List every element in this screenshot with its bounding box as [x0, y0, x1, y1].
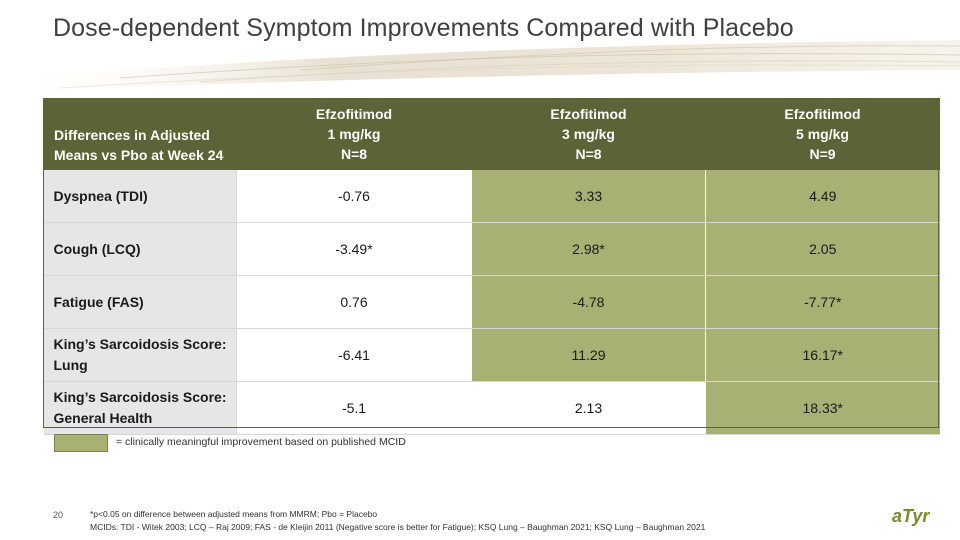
row-label: Cough (LCQ)	[43, 222, 237, 276]
corner-header-line1: Differences in Adjusted	[54, 127, 210, 143]
table-cell: -5.1	[236, 381, 472, 435]
table-cell: 0.76	[236, 275, 472, 329]
column-header-n: N=8	[340, 146, 368, 162]
column-header-drug: Efzofitimod	[550, 106, 627, 122]
column-header-drug: Efzofitimod	[784, 106, 861, 122]
table-cell: -3.49*	[236, 222, 472, 276]
table-cell: 2.13	[471, 381, 706, 435]
row-label: King’s Sarcoidosis Score: General Health	[43, 381, 237, 435]
footnote-line: *p<0.05 on difference between adjusted m…	[90, 509, 378, 519]
legend-text: = clinically meaningful improvement base…	[116, 436, 406, 448]
table-cell-highlighted: 4.49	[705, 169, 940, 223]
table-cell-highlighted: 16.17*	[705, 328, 940, 382]
table-cell-highlighted: 2.05	[705, 222, 940, 276]
column-header-drug: Efzofitimod	[315, 106, 393, 122]
table-cell: -6.41	[236, 328, 472, 382]
column-header-n: N=9	[809, 146, 836, 162]
table-row: King’s Sarcoidosis Score: General Health…	[43, 381, 940, 435]
table-cell-highlighted: -4.78	[471, 275, 706, 329]
legend-swatch	[54, 434, 108, 452]
column-header-n: N=8	[575, 146, 602, 162]
page-number: 20	[53, 510, 64, 520]
table-cell-highlighted: 11.29	[471, 328, 706, 382]
column-header-5mg: Efzofitimod 5 mg/kg N=9	[705, 98, 940, 170]
table-cell: -0.76	[236, 169, 472, 223]
column-header-3mg: Efzofitimod 3 mg/kg N=8	[471, 98, 706, 170]
table-cell-highlighted: 3.33	[471, 169, 706, 223]
footnote-line: MCIDs: TDI - Witek 2003; LCQ – Raj 2009;…	[90, 522, 706, 532]
corner-header: Differences in Adjusted Means vs Pbo at …	[43, 98, 237, 170]
table-row: Dyspnea (TDI) -0.76 3.33 4.49	[43, 169, 940, 223]
row-label: King’s Sarcoidosis Score: Lung	[43, 328, 237, 382]
column-header-1mg: Efzofitimod 1 mg/kg N=8	[236, 98, 472, 170]
table-row: King’s Sarcoidosis Score: Lung -6.41 11.…	[43, 328, 940, 382]
atyr-logo: aTyr	[892, 506, 930, 526]
column-header-dose: 1 mg/kg	[327, 126, 381, 142]
table-row: Fatigue (FAS) 0.76 -4.78 -7.77*	[43, 275, 940, 329]
table-cell-highlighted: 2.98*	[471, 222, 706, 276]
table-row: Cough (LCQ) -3.49* 2.98* 2.05	[43, 222, 940, 276]
table-header-row: Differences in Adjusted Means vs Pbo at …	[43, 98, 940, 170]
footnotes: *p<0.05 on difference between adjusted m…	[90, 508, 705, 534]
table-cell-highlighted: 18.33*	[705, 381, 940, 435]
row-label: Fatigue (FAS)	[43, 275, 237, 329]
row-label: Dyspnea (TDI)	[43, 169, 237, 223]
logo-text: aTyr	[892, 506, 930, 526]
column-header-dose: 3 mg/kg	[562, 126, 615, 142]
results-table: Differences in Adjusted Means vs Pbo at …	[43, 98, 940, 435]
corner-header-line2: Means vs Pbo at Week 24	[54, 147, 224, 163]
decorative-swoosh	[0, 40, 960, 92]
page-title: Dose-dependent Symptom Improvements Comp…	[53, 14, 794, 42]
table-cell-highlighted: -7.77*	[705, 275, 940, 329]
column-header-dose: 5 mg/kg	[796, 126, 849, 142]
